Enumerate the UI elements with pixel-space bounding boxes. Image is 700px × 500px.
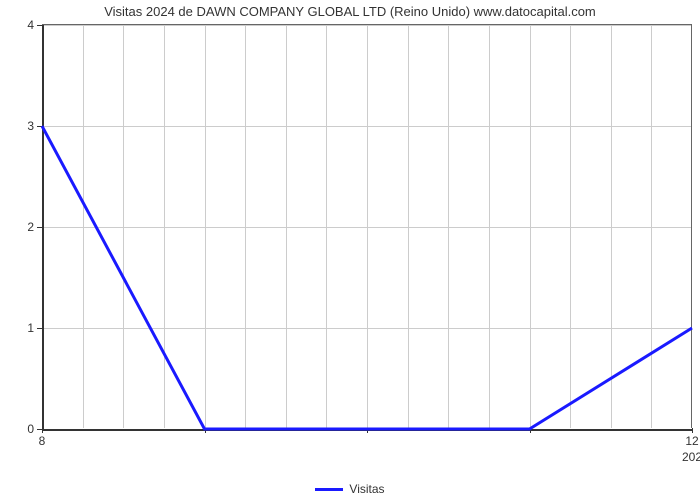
- y-tick-label: 0: [27, 422, 34, 436]
- x-tick-label: 12: [685, 434, 698, 448]
- legend-swatch: [315, 488, 343, 491]
- y-tick-label: 2: [27, 220, 34, 234]
- chart-container: Visitas 2024 de DAWN COMPANY GLOBAL LTD …: [0, 0, 700, 500]
- y-tick-label: 1: [27, 321, 34, 335]
- x-tick: [692, 428, 693, 433]
- y-tick-label: 3: [27, 119, 34, 133]
- plot-area: 01234812202: [42, 24, 692, 428]
- series-line: [42, 25, 692, 429]
- legend-label: Visitas: [349, 482, 384, 496]
- y-tick-label: 4: [27, 18, 34, 32]
- x-tick-label: 8: [39, 434, 46, 448]
- chart-title: Visitas 2024 de DAWN COMPANY GLOBAL LTD …: [0, 4, 700, 19]
- x-sublabel: 202: [682, 450, 700, 464]
- legend: Visitas: [0, 482, 700, 496]
